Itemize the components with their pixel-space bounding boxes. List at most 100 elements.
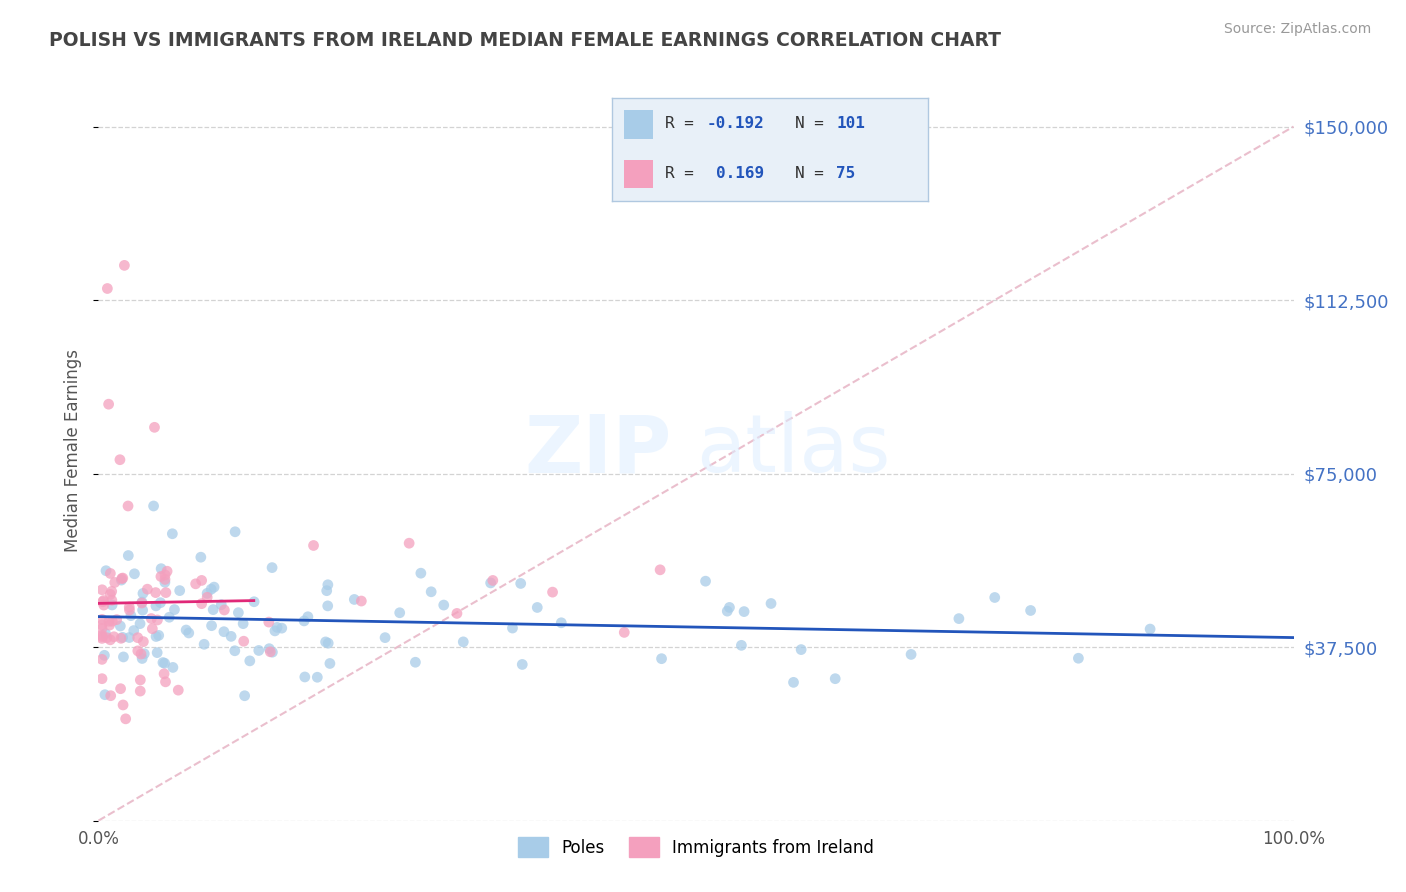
Point [131, 651, 153, 665]
Point [307, 670, 329, 684]
Text: ZIP: ZIP [524, 411, 672, 490]
Point [433, 598, 456, 612]
Point [266, 620, 288, 634]
Point [129, 647, 152, 661]
Point [190, 574, 212, 588]
Point [501, 621, 523, 635]
Point [101, 598, 124, 612]
Text: -0.192: -0.192 [707, 116, 765, 131]
Point [398, 536, 420, 550]
Point [264, 624, 287, 638]
Point [184, 577, 207, 591]
Point [153, 575, 176, 590]
Point [149, 596, 172, 610]
Point [404, 655, 426, 669]
Point [446, 607, 468, 621]
Point [153, 657, 176, 671]
Point [111, 572, 134, 586]
Point [91, 622, 114, 636]
Point [129, 616, 152, 631]
Point [195, 586, 218, 600]
Text: Source: ZipAtlas.com: Source: ZipAtlas.com [1223, 22, 1371, 37]
Point [388, 606, 411, 620]
Bar [624, 111, 652, 139]
Point [695, 574, 717, 589]
Text: N =: N = [796, 116, 834, 131]
Point [1067, 651, 1090, 665]
Point [114, 712, 136, 726]
Point [148, 628, 170, 642]
Point [790, 642, 813, 657]
Point [141, 622, 163, 636]
Text: R =: R = [665, 116, 704, 131]
Point [177, 626, 200, 640]
Point [120, 608, 142, 623]
Point [156, 564, 179, 578]
Point [343, 592, 366, 607]
Text: atlas: atlas [696, 411, 890, 490]
Text: 0.169: 0.169 [716, 166, 763, 180]
Point [613, 625, 636, 640]
Point [127, 631, 149, 645]
Point [91, 652, 114, 666]
Point [481, 574, 505, 588]
Point [292, 614, 315, 628]
Bar [624, 160, 652, 188]
Point [98, 618, 121, 632]
Text: R =: R = [665, 166, 713, 180]
Point [233, 689, 256, 703]
Point [259, 645, 281, 659]
Point [111, 571, 134, 585]
Point [153, 568, 176, 582]
Point [824, 672, 846, 686]
Point [112, 649, 135, 664]
Point [91, 618, 114, 632]
Point [316, 636, 339, 650]
Point [136, 582, 159, 597]
Point [759, 597, 782, 611]
Point [108, 452, 131, 467]
Point [239, 654, 262, 668]
Point [101, 593, 124, 607]
Point [224, 644, 246, 658]
Point [91, 630, 114, 644]
Point [297, 609, 319, 624]
Point [209, 598, 232, 612]
Point [96, 281, 118, 295]
Point [129, 684, 152, 698]
Point [127, 644, 149, 658]
Y-axis label: Median Female Earnings: Median Female Earnings [65, 349, 83, 552]
Point [146, 613, 169, 627]
Point [103, 630, 125, 644]
Point [294, 670, 316, 684]
Point [118, 600, 141, 615]
Point [479, 575, 502, 590]
Point [262, 645, 284, 659]
Point [143, 420, 166, 434]
Point [984, 591, 1007, 605]
Point [131, 595, 153, 609]
Point [110, 619, 132, 633]
Point [315, 635, 337, 649]
Point [94, 688, 117, 702]
Point [190, 597, 212, 611]
Point [93, 648, 115, 663]
Point [153, 666, 176, 681]
Text: POLISH VS IMMIGRANTS FROM IRELAND MEDIAN FEMALE EARNINGS CORRELATION CHART: POLISH VS IMMIGRANTS FROM IRELAND MEDIAN… [49, 31, 1001, 50]
Point [149, 569, 172, 583]
Point [193, 637, 215, 651]
Point [212, 624, 235, 639]
Point [730, 638, 752, 652]
Point [91, 612, 114, 626]
Point [541, 585, 564, 599]
Point [782, 675, 804, 690]
Point [219, 629, 242, 643]
Point [110, 573, 132, 587]
Point [733, 605, 755, 619]
Point [200, 618, 222, 632]
Point [118, 603, 141, 617]
Point [112, 259, 135, 273]
Point [153, 573, 176, 587]
Point [122, 624, 145, 638]
Point [97, 397, 120, 411]
